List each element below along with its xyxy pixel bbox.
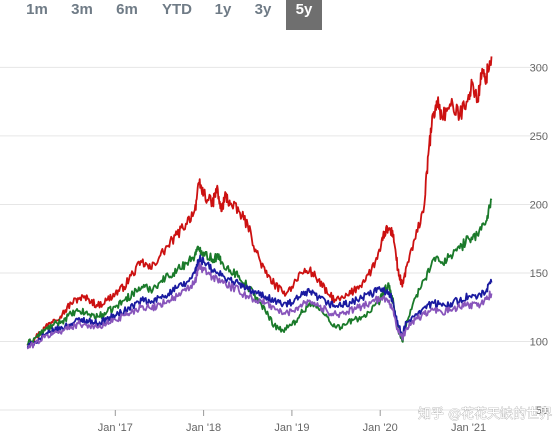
range-button-6m[interactable]: 6m xyxy=(116,1,138,18)
series-line-1 xyxy=(26,198,493,346)
y-tick-label: 200 xyxy=(530,199,548,211)
series-line-2 xyxy=(26,254,493,348)
y-tick-label: 300 xyxy=(530,62,548,74)
y-tick-label: 100 xyxy=(530,336,548,348)
range-button-3y[interactable]: 3y xyxy=(254,1,272,18)
range-selector: 1m 3m 6m YTD 1y 3y 5y xyxy=(0,0,330,30)
range-button-1m[interactable]: 1m xyxy=(26,1,48,18)
y-axis-ticks: 50 100 150 200 250 300 xyxy=(530,62,548,417)
x-tick-label: Jan '19 xyxy=(274,422,309,434)
series-lines xyxy=(26,56,493,350)
x-tick-label: Jan '17 xyxy=(98,422,133,434)
y-tick-label: 250 xyxy=(530,131,548,143)
y-tick-label: 50 xyxy=(536,405,548,417)
watermark-text: 知乎 @花花天缺的世界 xyxy=(418,406,552,422)
grid-lines xyxy=(0,66,545,411)
x-axis-ticks: Jan '17 Jan '18 Jan '19 Jan '20 Jan '21 xyxy=(98,410,486,434)
range-button-ytd[interactable]: YTD xyxy=(162,1,192,18)
series-line-3 xyxy=(26,262,493,350)
y-tick-label: 150 xyxy=(530,268,548,280)
x-tick-label: Jan '18 xyxy=(186,422,221,434)
x-tick-label: Jan '21 xyxy=(451,422,486,434)
range-button-1y[interactable]: 1y xyxy=(214,1,232,18)
series-line-0 xyxy=(26,56,493,347)
range-button-5y[interactable]: 5y xyxy=(286,0,322,30)
range-button-3m[interactable]: 3m xyxy=(71,1,93,18)
x-tick-label: Jan '20 xyxy=(363,422,398,434)
